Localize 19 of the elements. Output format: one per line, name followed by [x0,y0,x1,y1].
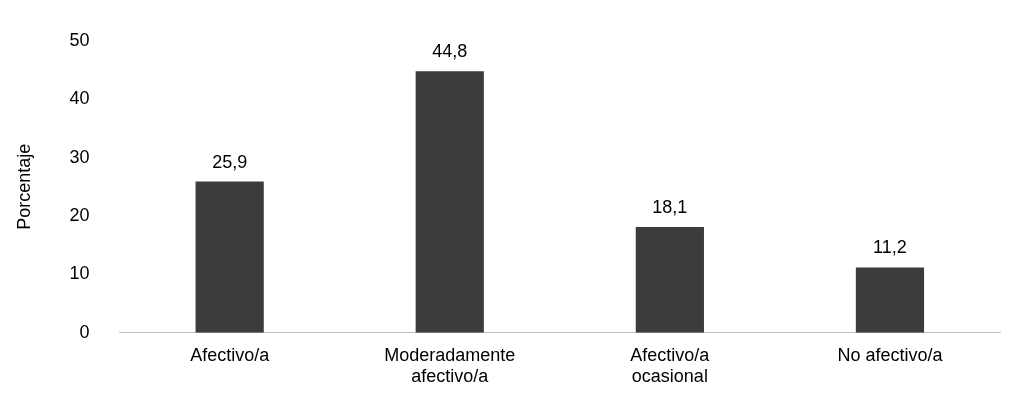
y-tick-label: 30 [69,146,90,167]
bar [855,267,925,333]
y-tick-label: 40 [69,88,90,109]
data-label: 44,8 [432,41,468,62]
y-tick-label: 10 [69,263,90,284]
bar [195,181,264,333]
bar [635,227,704,333]
bar [415,71,484,333]
y-tick-label: 0 [79,321,90,342]
x-tick-label: Moderadamente afectivo/a [384,344,516,387]
data-label: 18,1 [652,197,688,218]
data-label: 25,9 [212,151,248,172]
x-tick-label: Afectivo/a ocasional [630,344,711,387]
x-tick-label: No afectivo/a [837,344,944,365]
x-tick-label: Afectivo/a [190,344,271,365]
y-tick-label: 50 [69,29,90,50]
y-axis-title: Porcentaje [13,143,34,230]
y-tick-label: 20 [69,204,90,225]
data-label: 11,2 [873,237,907,258]
